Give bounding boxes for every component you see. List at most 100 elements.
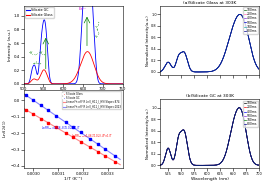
740ms: [200, 164, 203, 167]
200ms: [176, 138, 179, 140]
Title: (b)Silicate GC at 303K: (b)Silicate GC at 303K: [186, 94, 234, 98]
400ms: [233, 19, 237, 22]
Line: 100ms: 100ms: [160, 108, 259, 165]
800ms: [217, 65, 220, 68]
100ms: [233, 19, 237, 22]
Silicate Glass: [104, 155, 107, 157]
200ms: [258, 164, 261, 166]
200ms: [159, 164, 162, 166]
Line: 100ms: 100ms: [160, 14, 259, 72]
Text: LnFIR$_{glass}$=1.467-1023.47×1/T: LnFIR$_{glass}$=1.467-1023.47×1/T: [71, 132, 113, 139]
800ms: [184, 135, 187, 137]
200ms: [159, 70, 162, 73]
Silicate GC: [114, 155, 117, 157]
Title: (a)Silicate Glass at 303K: (a)Silicate Glass at 303K: [183, 1, 237, 5]
740ms: [217, 163, 220, 165]
800ms: [159, 164, 162, 166]
Legend: Silicate Glass, Silicate GC, Linear Fit of FIR Ln(I_H11_I_H9) Slope=874, Linear : Silicate Glass, Silicate GC, Linear Fit …: [62, 91, 121, 109]
740ms: [204, 71, 207, 73]
800ms: [200, 164, 203, 167]
Silicate Glass: [24, 109, 28, 111]
400ms: [258, 164, 261, 166]
Silicate GC: [104, 148, 107, 150]
500ms: [159, 164, 162, 166]
740ms: [176, 56, 179, 58]
740ms: [238, 107, 241, 109]
100ms: [197, 71, 200, 73]
Legend: Silicate GC, Silicate Glass: Silicate GC, Silicate Glass: [25, 7, 53, 18]
100ms: [204, 71, 207, 73]
500ms: [184, 54, 187, 56]
Silicate Glass: [72, 136, 75, 138]
Silicate Glass: [96, 151, 100, 153]
800ms: [233, 19, 237, 22]
X-axis label: Wavelength (nm): Wavelength (nm): [191, 177, 229, 181]
Silicate Glass: [79, 140, 82, 143]
800ms: [204, 71, 207, 73]
Line: Silicate GC: Silicate GC: [25, 94, 117, 157]
200ms: [204, 164, 207, 167]
100ms: [159, 164, 162, 166]
Silicate Glass: [54, 126, 57, 128]
200ms: [217, 65, 220, 68]
100ms: [225, 149, 228, 151]
Y-axis label: Intensity (a.u.): Intensity (a.u.): [8, 29, 13, 61]
800ms: [197, 71, 200, 73]
Line: 500ms: 500ms: [160, 108, 259, 165]
Silicate GC: [89, 138, 92, 140]
200ms: [176, 56, 179, 58]
Silicate GC: [32, 99, 35, 101]
400ms: [184, 54, 187, 56]
Y-axis label: Normalized Intensity(a.u.): Normalized Intensity(a.u.): [146, 15, 150, 66]
400ms: [217, 163, 220, 165]
100ms: [200, 164, 203, 167]
400ms: [238, 13, 242, 15]
500ms: [204, 71, 207, 73]
500ms: [176, 56, 179, 58]
Line: 500ms: 500ms: [160, 14, 259, 72]
800ms: [159, 70, 162, 73]
X-axis label: 1/T (K⁻¹): 1/T (K⁻¹): [64, 177, 82, 181]
Legend: 100ms, 200ms, 400ms, 500ms, 740ms, 800ms: 100ms, 200ms, 400ms, 500ms, 740ms, 800ms: [243, 101, 258, 127]
500ms: [159, 70, 162, 73]
100ms: [176, 138, 179, 140]
Y-axis label: Normalized Intensity(a.u.): Normalized Intensity(a.u.): [146, 108, 150, 159]
Silicate GC: [54, 114, 57, 117]
500ms: [258, 164, 261, 166]
Line: 400ms: 400ms: [160, 108, 259, 165]
Silicate GC: [47, 109, 50, 112]
400ms: [159, 164, 162, 166]
400ms: [184, 135, 187, 137]
Line: 740ms: 740ms: [160, 14, 259, 72]
Silicate GC: [24, 94, 28, 96]
400ms: [176, 56, 179, 58]
200ms: [204, 71, 207, 73]
200ms: [225, 149, 228, 151]
800ms: [258, 68, 261, 71]
500ms: [225, 46, 228, 49]
Silicate GC: [39, 104, 42, 107]
800ms: [176, 138, 179, 140]
740ms: [225, 149, 228, 151]
200ms: [238, 13, 242, 15]
800ms: [225, 149, 228, 151]
Text: Er$^{3+}$: Er$^{3+}$: [78, 6, 87, 13]
740ms: [204, 164, 207, 167]
100ms: [184, 135, 187, 137]
Line: 800ms: 800ms: [160, 108, 259, 165]
800ms: [225, 46, 228, 49]
740ms: [184, 54, 187, 56]
740ms: [233, 19, 237, 22]
Line: Silicate Glass: Silicate Glass: [25, 108, 117, 163]
100ms: [217, 163, 220, 165]
Text: $^4H_{11/2},^4H_{9/2}$
$\rightarrow I_{15/2}$: $^4H_{11/2},^4H_{9/2}$ $\rightarrow I_{1…: [28, 50, 47, 68]
Line: 200ms: 200ms: [160, 14, 259, 72]
Silicate Glass: [114, 161, 117, 163]
800ms: [233, 114, 237, 116]
800ms: [238, 107, 241, 109]
Silicate GC: [64, 121, 67, 123]
400ms: [197, 71, 200, 73]
400ms: [159, 70, 162, 73]
X-axis label: Wavelength (nm): Wavelength (nm): [54, 93, 92, 97]
500ms: [238, 107, 241, 109]
